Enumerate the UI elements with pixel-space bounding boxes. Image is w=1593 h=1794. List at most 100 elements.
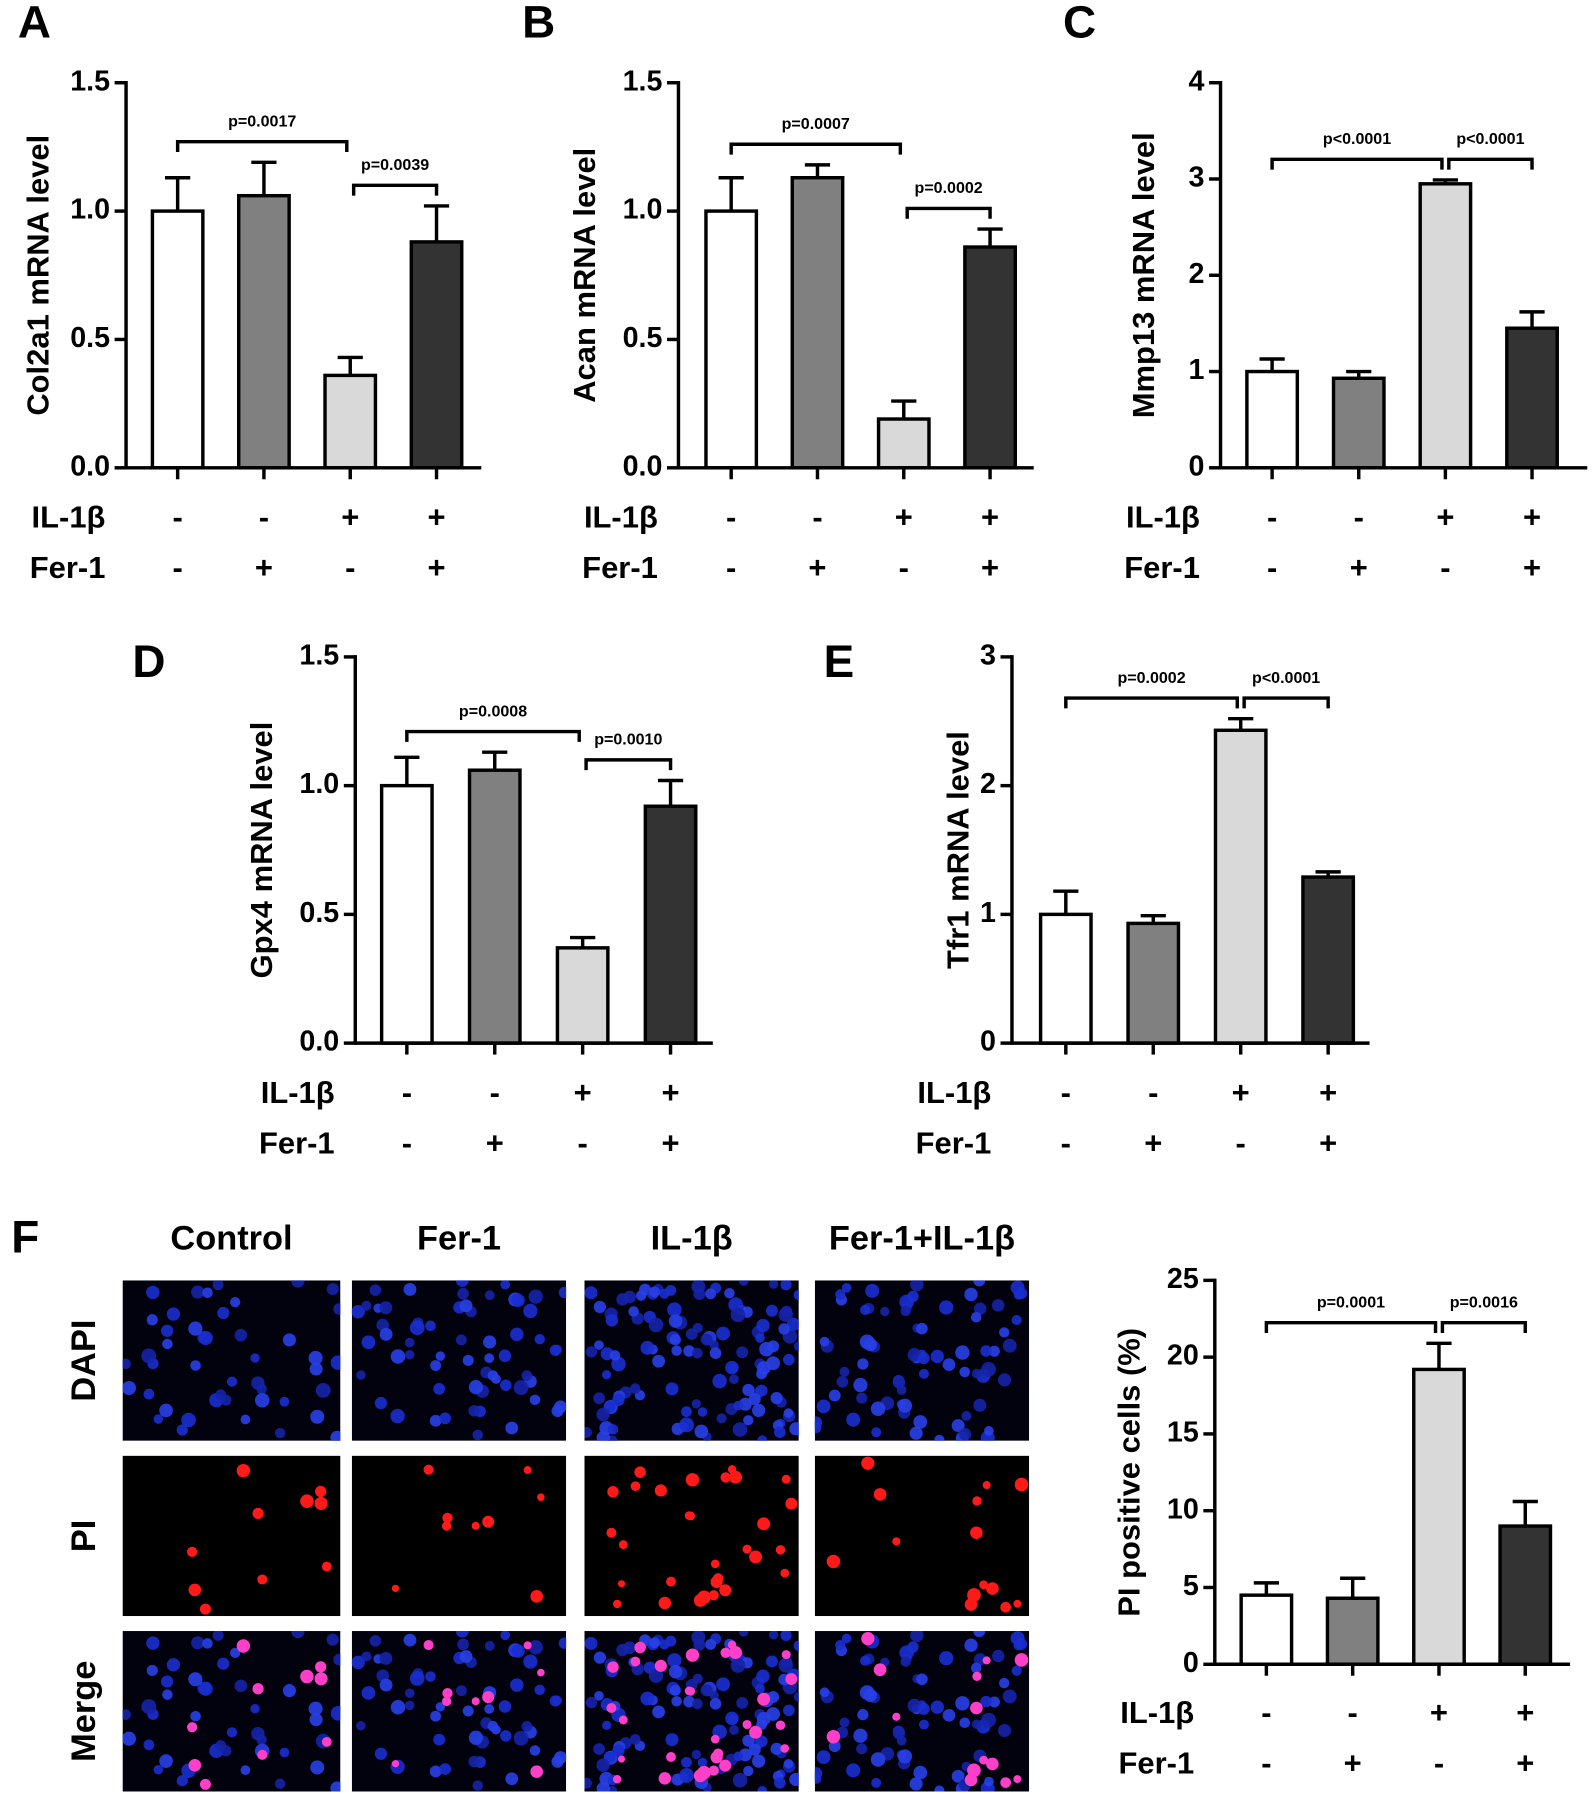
condition-sign: - — [402, 1125, 412, 1160]
nucleus — [143, 1739, 155, 1751]
nucleus — [951, 1769, 965, 1783]
nucleus — [425, 1671, 436, 1682]
pi-nucleus — [630, 1481, 641, 1492]
error-bar — [891, 399, 917, 420]
y-tick-label: 1 — [1189, 354, 1205, 386]
pi-nucleus — [530, 1590, 543, 1603]
nucleus — [459, 1299, 473, 1313]
nucleus — [159, 1403, 173, 1418]
nucleus — [361, 1335, 376, 1350]
micrograph-background — [122, 1455, 341, 1617]
nucleus — [759, 1341, 774, 1357]
pi-nucleus — [236, 1639, 251, 1653]
pi-nucleus — [780, 1744, 790, 1753]
nucleus — [665, 1284, 677, 1296]
nucleus — [596, 1407, 610, 1422]
bar — [1126, 921, 1181, 1045]
condition-sign: + — [1232, 1075, 1250, 1110]
nucleus — [593, 1300, 607, 1314]
nucleus — [756, 1318, 770, 1333]
micrograph — [584, 1280, 799, 1441]
nucleus — [981, 1712, 996, 1728]
nucleus — [629, 1383, 641, 1394]
nucleus — [549, 1695, 562, 1707]
nucleus — [665, 1733, 679, 1747]
nucleus — [835, 1289, 846, 1300]
pi-nucleus — [727, 1640, 737, 1649]
nucleus — [429, 1765, 442, 1778]
y-axis-label: Tfr1 mRNA level — [941, 731, 976, 969]
nucleus — [683, 1695, 695, 1708]
nucleus — [730, 1658, 746, 1673]
nucleus — [250, 1353, 260, 1363]
pi-nucleus — [257, 1749, 268, 1760]
nucleus — [379, 1651, 393, 1665]
error-bar — [1228, 716, 1254, 731]
nucleus — [212, 1280, 224, 1291]
nucleus — [310, 1409, 325, 1424]
nucleus — [640, 1691, 655, 1706]
pi-nucleus — [986, 1582, 999, 1595]
error-bar — [1053, 889, 1079, 915]
pi-nucleus — [658, 1772, 672, 1785]
nucleus — [429, 1414, 442, 1427]
condition-label: Fer-1 — [582, 550, 658, 585]
panel-letter: C — [1063, 0, 1096, 48]
nucleus — [468, 1379, 484, 1395]
nucleus — [683, 1345, 695, 1357]
nucleus — [455, 1334, 467, 1346]
nucleus — [907, 1641, 919, 1653]
nucleus — [733, 1400, 744, 1411]
nucleus — [191, 1636, 205, 1650]
pi-nucleus — [482, 1691, 495, 1704]
nucleus — [166, 1658, 181, 1672]
pi-nucleus — [1014, 1477, 1029, 1492]
pi-nucleus — [1013, 1599, 1022, 1608]
y-tick-label: 10 — [1167, 1493, 1199, 1525]
nucleus — [505, 1772, 519, 1786]
nucleus — [846, 1412, 861, 1427]
nucleus — [973, 1398, 987, 1412]
pi-nucleus — [964, 1773, 978, 1787]
nucleus — [700, 1684, 713, 1697]
nucleus — [404, 1688, 415, 1699]
pi-nucleus — [986, 1757, 999, 1771]
pi-nucleus — [757, 1692, 771, 1706]
condition-sign: + — [255, 550, 273, 585]
nucleus — [404, 1337, 415, 1348]
nucleus — [748, 1393, 761, 1406]
condition-label: Fer-1 — [1119, 1745, 1195, 1780]
pi-nucleus — [780, 1568, 790, 1578]
nucleus — [279, 1396, 290, 1407]
pi-nucleus — [236, 1463, 251, 1478]
nucleus — [910, 1631, 924, 1643]
nucleus — [964, 1287, 978, 1302]
nucleus — [793, 1289, 799, 1301]
nucleus — [671, 1696, 682, 1707]
column-label: IL-1β — [651, 1219, 733, 1257]
panel-letter: D — [132, 636, 165, 687]
nucleus — [374, 1747, 388, 1760]
nucleus — [505, 1421, 519, 1435]
nucleus — [971, 1368, 982, 1379]
nucleus — [652, 1354, 665, 1368]
error-bar — [165, 176, 191, 212]
bar — [1498, 1524, 1553, 1666]
pi-nucleus — [315, 1661, 327, 1673]
significance-bracket — [175, 139, 349, 153]
nucleus — [770, 1392, 783, 1405]
nucleus — [736, 1697, 749, 1709]
nucleus — [379, 1327, 393, 1341]
condition-sign: + — [808, 550, 826, 585]
nucleus — [691, 1280, 706, 1294]
nucleus — [240, 1765, 251, 1776]
condition-sign: - — [899, 550, 909, 585]
pi-nucleus — [391, 1584, 400, 1593]
micrograph — [584, 1455, 799, 1617]
y-tick-label: 25 — [1167, 1263, 1199, 1295]
nucleus — [756, 1361, 771, 1375]
nucleus — [793, 1692, 799, 1702]
significance-bracket — [729, 142, 903, 155]
pi-nucleus — [979, 1755, 989, 1765]
nucleus — [361, 1651, 372, 1662]
